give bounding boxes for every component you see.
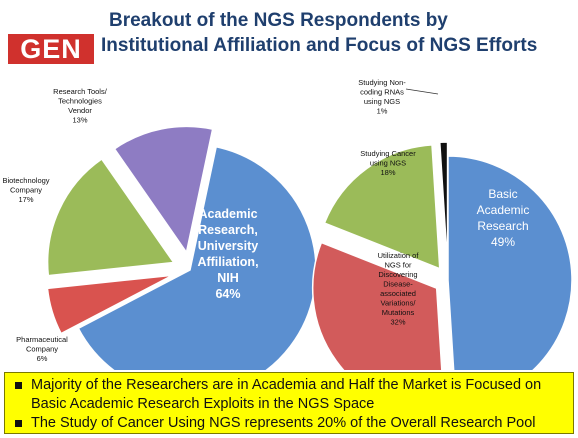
pie-chart-2: Basic Academic Research 49% Utilization of NG… bbox=[311, 78, 573, 370]
pie-chart-1: Academic Research, University Affiliation, N… bbox=[2, 87, 317, 370]
pie-slice bbox=[438, 141, 449, 267]
slice-label: Basic Academic Research 49% bbox=[477, 187, 530, 249]
slice-label: Studying Non-coding RNAs using NGS 1% bbox=[358, 78, 406, 116]
gen-logo: GEN bbox=[8, 34, 94, 64]
bullet-square-icon bbox=[15, 382, 22, 389]
leader-line bbox=[405, 88, 439, 95]
summary-bullet-1: Majority of the Researchers are in Acade… bbox=[11, 376, 567, 414]
slice-label: Pharmaceutical Company 6% bbox=[16, 335, 68, 363]
summary-note-box: Majority of the Researchers are in Acade… bbox=[4, 372, 574, 434]
pie-slice bbox=[447, 155, 573, 370]
summary-text-2: The Study of Cancer Using NGS represents… bbox=[31, 415, 536, 431]
pie-slice bbox=[46, 274, 174, 335]
title-line-2: Institutional Affiliation and Focus of N… bbox=[101, 35, 538, 56]
pie-slice bbox=[323, 144, 441, 270]
summary-bullet-2: The Study of Cancer Using NGS represents… bbox=[11, 414, 567, 433]
slice-label: Utilization of NGS for Discovering Disease-… bbox=[378, 251, 420, 327]
pie-slice bbox=[46, 157, 175, 277]
pie-slice bbox=[311, 241, 443, 370]
pie-charts: Academic Research, University Affiliation, N… bbox=[2, 78, 573, 370]
pie-slice bbox=[77, 145, 317, 370]
slice-label: Studying Cancer using NGS 18% bbox=[360, 149, 416, 177]
bullet-square-icon bbox=[15, 420, 22, 427]
slice-label: Academic Research, University Affiliation, N… bbox=[197, 207, 258, 301]
summary-text-1: Majority of the Researchers are in Acade… bbox=[31, 377, 542, 412]
slice-label: Research Tools/Technologies Vendor 13% bbox=[53, 87, 108, 125]
title-line-1: Breakout of the NGS Respondents by bbox=[109, 10, 448, 31]
pie-slice bbox=[113, 125, 214, 255]
slice-label: Biotechnology Company 17% bbox=[2, 176, 49, 204]
page-title: Breakout of the NGS Respondents by Insti… bbox=[101, 8, 571, 58]
